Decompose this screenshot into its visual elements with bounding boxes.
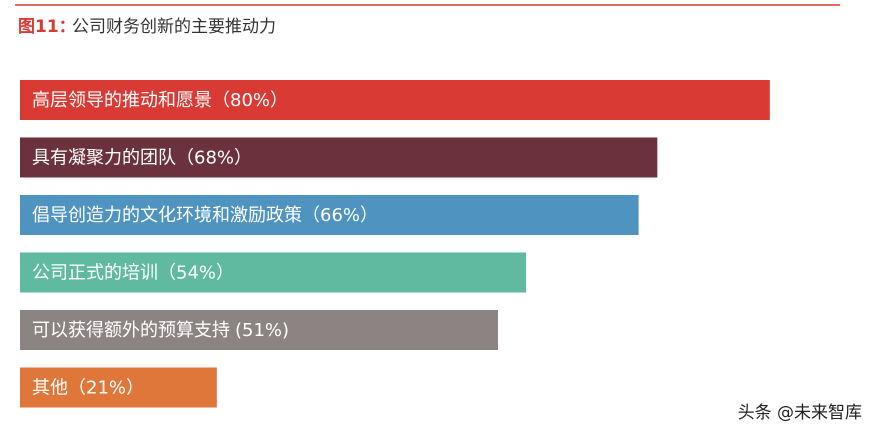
bar-label: 其他（21%）	[32, 378, 144, 399]
value-label: (51%)	[235, 320, 289, 341]
category-label: 具有凝聚力的团队	[32, 148, 176, 169]
bar	[20, 367, 217, 408]
value-label: （68%）	[176, 148, 252, 169]
bar	[20, 137, 658, 178]
bar-label: 高层领导的推动和愿景（80%）	[32, 90, 288, 111]
watermark: 头条 @未来智库	[738, 403, 862, 423]
bar	[20, 80, 770, 120]
category-label: 高层领导的推动和愿景	[32, 90, 212, 111]
value-label: （66%）	[302, 205, 378, 226]
bar-label: 具有凝聚力的团队（68%）	[32, 148, 252, 169]
value-label: （80%）	[212, 90, 288, 111]
figure-label: 图11：	[18, 17, 76, 37]
bar	[20, 195, 639, 235]
category-label: 可以获得额外的预算支持	[32, 320, 230, 341]
value-label: （21%）	[68, 378, 144, 399]
bar-label: 公司正式的培训（54%）	[32, 263, 234, 284]
bar-label: 倡导创造力的文化环境和激励政策（66%）	[32, 205, 378, 226]
category-label: 倡导创造力的文化环境和激励政策	[32, 205, 302, 226]
value-label: （54%）	[158, 263, 234, 284]
chart-title: 公司财务创新的主要推动力	[72, 17, 276, 37]
bar	[20, 252, 527, 293]
bar-label: 可以获得额外的预算支持 (51%)	[32, 320, 289, 341]
bar	[20, 310, 498, 350]
category-label: 公司正式的培训	[32, 263, 158, 284]
category-label: 其他	[32, 378, 68, 399]
